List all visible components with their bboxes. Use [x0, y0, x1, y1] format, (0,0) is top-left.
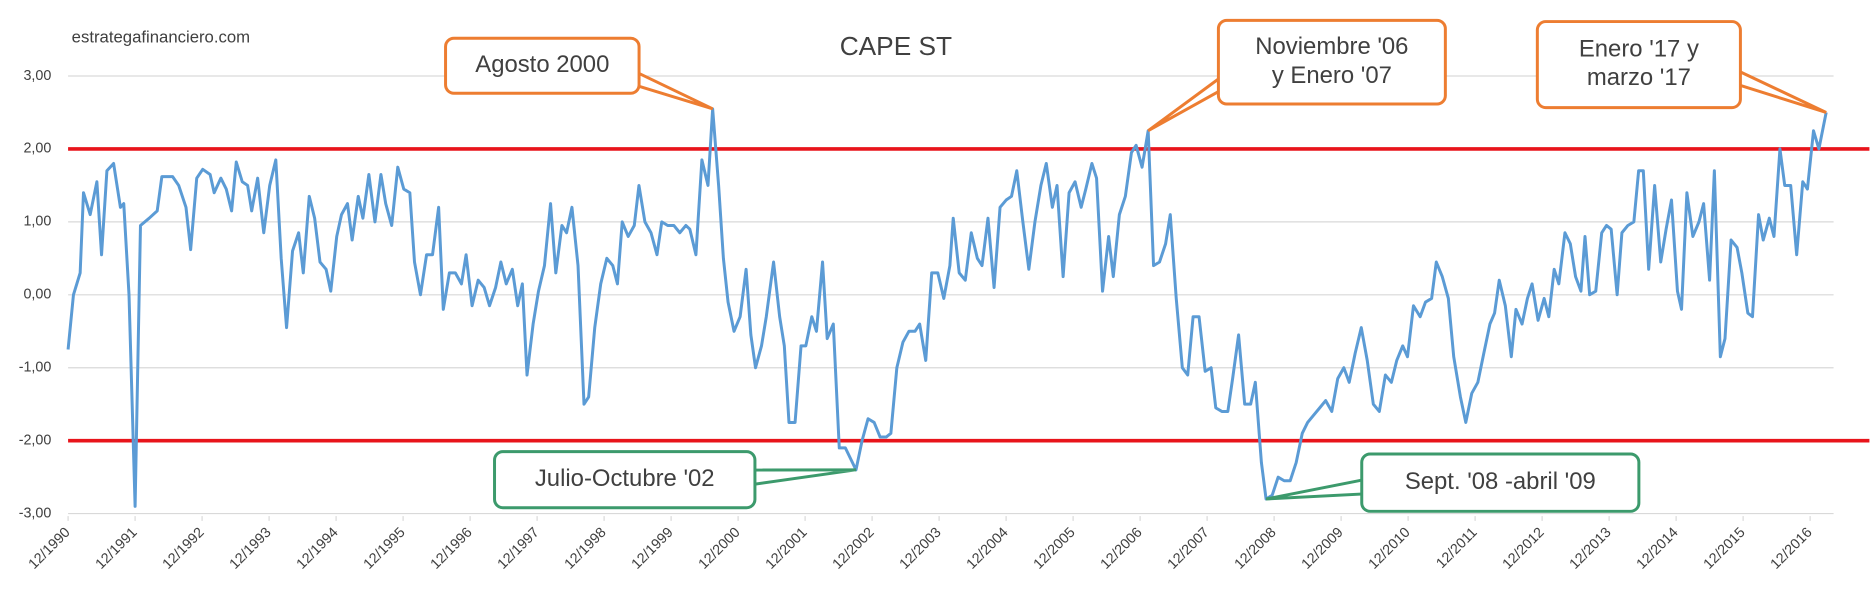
y-tick-label: 0,00	[23, 287, 51, 303]
callout-text: y Enero '07	[1272, 62, 1392, 89]
callout-box	[493, 450, 757, 510]
callout: Sept. '08 -abril '09	[1265, 452, 1641, 513]
callout-text: Agosto 2000	[475, 51, 609, 78]
source: estrategafinanciero.com	[72, 28, 250, 47]
callout-text: Julio-Octubre '02	[535, 465, 715, 492]
y-tick-label: -2,00	[19, 432, 52, 448]
series-line	[66, 107, 1828, 508]
y-tick-label: 3,00	[23, 68, 51, 84]
callout: Noviembre '06y Enero '07	[1147, 18, 1447, 133]
callout: Agosto 2000	[444, 36, 714, 111]
callout-text: Enero '17 y	[1579, 36, 1699, 63]
callout-box	[444, 36, 641, 95]
y-tick-label: -1,00	[19, 360, 52, 376]
callout-text: marzo '17	[1587, 64, 1691, 91]
chart-title: CAPE ST	[840, 31, 952, 61]
callout-text: Noviembre '06	[1255, 33, 1408, 60]
y-tick-label: -3,00	[19, 505, 52, 521]
y-tick-label: 1,00	[23, 214, 51, 230]
callout: Julio-Octubre '02	[493, 450, 857, 510]
callout-box	[1216, 18, 1447, 106]
callout-text: Sept. '08 -abril '09	[1405, 468, 1596, 495]
callout-box	[1535, 20, 1742, 110]
y-tick-label: 2,00	[23, 141, 51, 157]
callout-box	[1360, 452, 1641, 513]
